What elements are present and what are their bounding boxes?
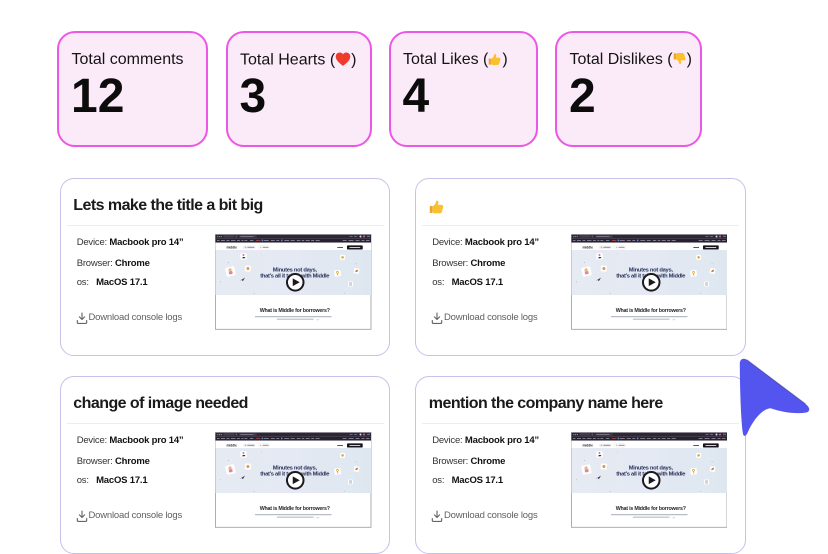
svg-text:middle: middle: [226, 245, 237, 249]
svg-text:What is Middle for borrowers?: What is Middle for borrowers?: [260, 308, 330, 314]
svg-text:What is Middle for borrowers?: What is Middle for borrowers?: [615, 506, 685, 512]
svg-text:What is Middle for borrowers?: What is Middle for borrowers?: [260, 506, 330, 512]
svg-text:middle: middle: [582, 245, 593, 249]
svg-text:middle: middle: [226, 443, 237, 447]
svg-text:What is Middle for borrowers?: What is Middle for borrowers?: [615, 308, 685, 314]
svg-text:middle: middle: [582, 443, 593, 447]
